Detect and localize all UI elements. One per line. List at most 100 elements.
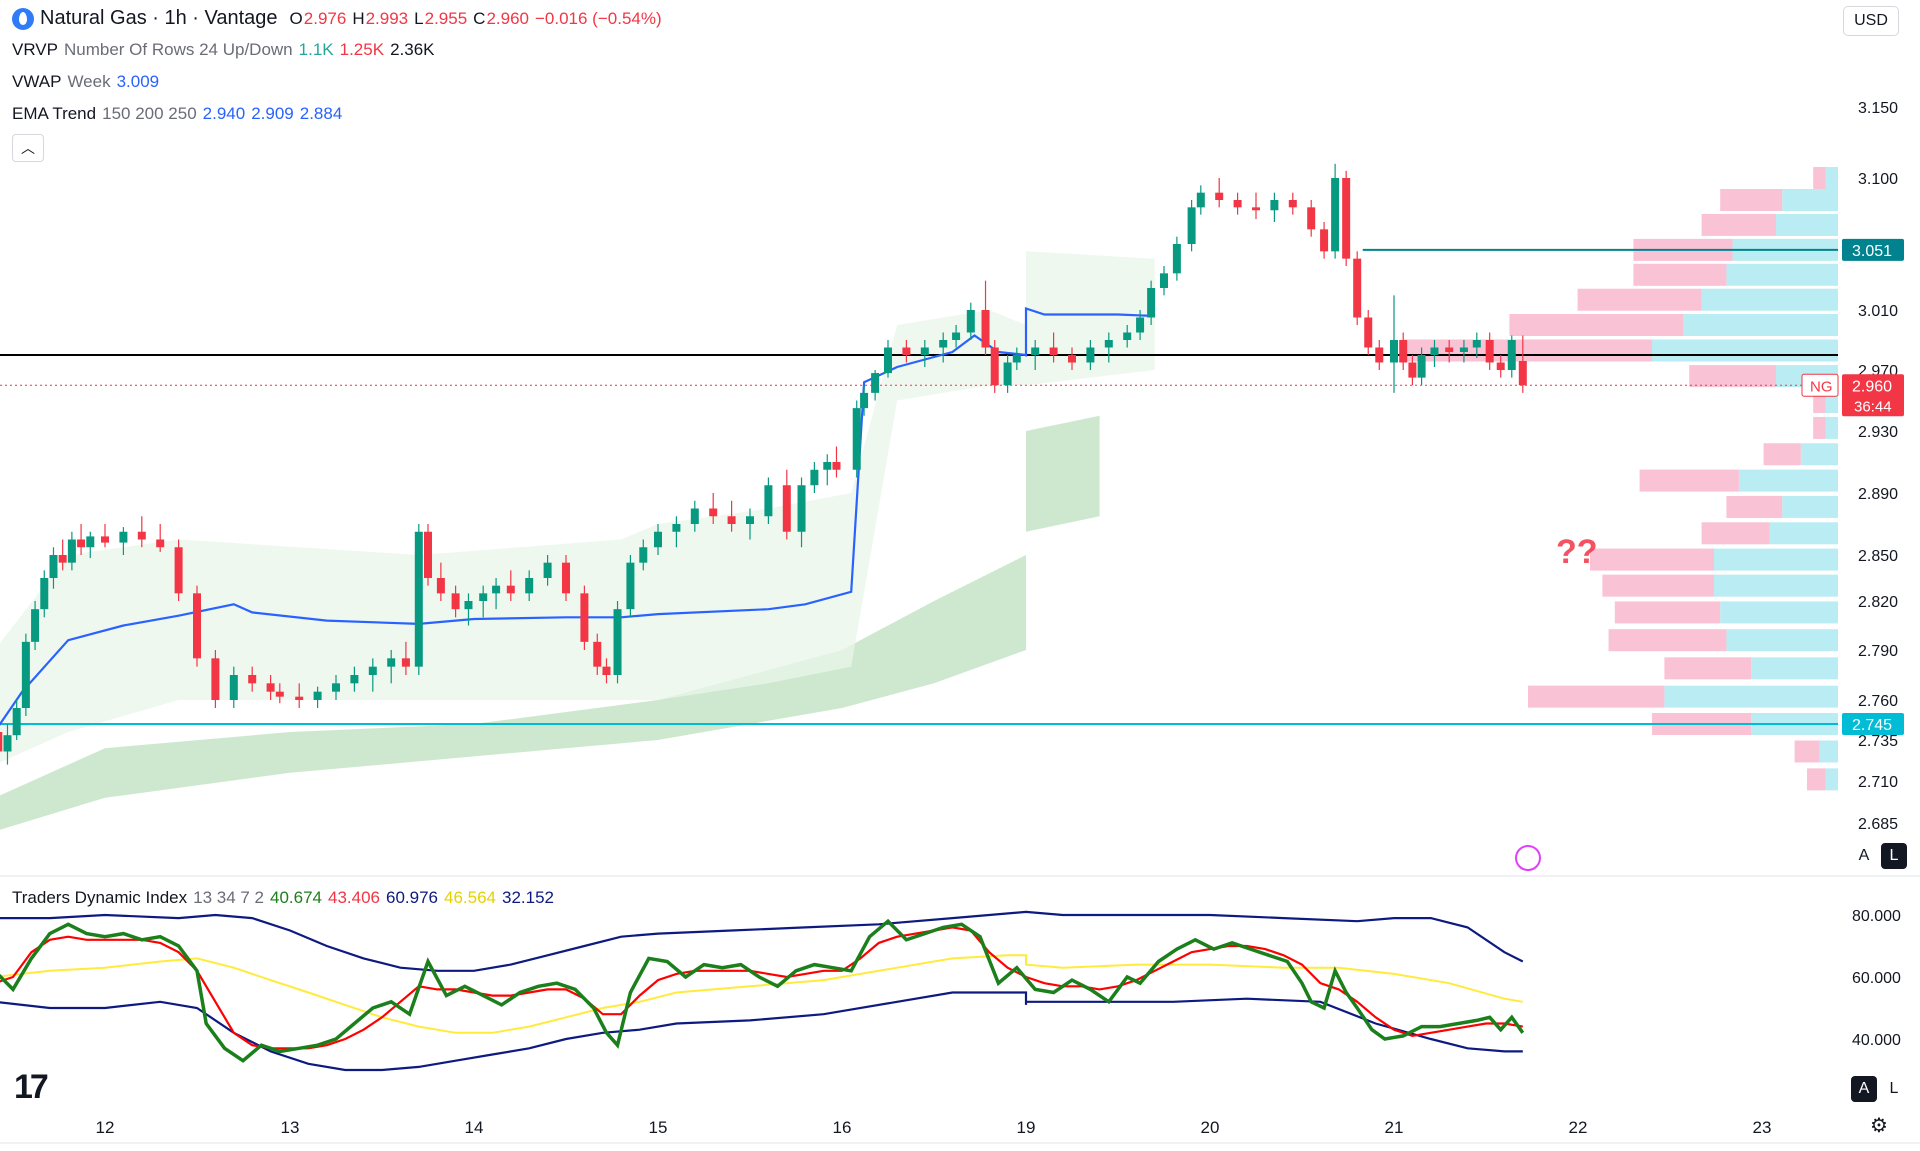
candle-body bbox=[902, 347, 911, 355]
time-axis-label: 22 bbox=[1569, 1118, 1588, 1137]
candle-body bbox=[1270, 200, 1279, 211]
volume-profile-up-bar bbox=[1825, 416, 1838, 439]
vwap-legend[interactable]: VWAP Week 3.009 bbox=[12, 72, 159, 92]
candle-body bbox=[313, 691, 322, 700]
volume-profile-down-bar bbox=[1807, 768, 1826, 791]
volume-profile-down-bar bbox=[1726, 495, 1783, 518]
candle-body bbox=[295, 696, 304, 700]
candle-body bbox=[1252, 207, 1260, 211]
candle-body bbox=[1518, 361, 1527, 386]
vrvp-up: 1.1K bbox=[298, 40, 334, 59]
currency-selector[interactable]: USD bbox=[1843, 6, 1899, 36]
candle-body bbox=[746, 516, 754, 524]
auto-scale-button-main[interactable]: A bbox=[1851, 843, 1877, 869]
candle-body bbox=[1012, 355, 1021, 363]
tdi-params: 13 34 7 2 bbox=[193, 888, 265, 907]
candle-body bbox=[0, 732, 3, 752]
candle-body bbox=[1288, 200, 1297, 208]
volume-profile-up-bar bbox=[1776, 213, 1838, 236]
price-axis-label: 2.685 bbox=[1858, 816, 1898, 833]
candle-body bbox=[436, 578, 445, 594]
candle-body bbox=[1399, 340, 1408, 363]
log-scale-button-main[interactable]: L bbox=[1881, 843, 1907, 869]
candle-body bbox=[639, 547, 648, 563]
volume-profile-up-bar bbox=[1701, 288, 1838, 311]
tdi-legend[interactable]: Traders Dynamic Index 13 34 7 2 40.674 4… bbox=[12, 888, 554, 908]
candle-body bbox=[86, 536, 95, 548]
volume-profile-up-bar bbox=[1652, 339, 1838, 362]
candle-body bbox=[229, 675, 238, 700]
candle-body bbox=[1172, 244, 1181, 274]
candle-body bbox=[1123, 332, 1132, 340]
volume-profile-down-bar bbox=[1404, 339, 1652, 362]
price-axis-label: 2.820 bbox=[1858, 594, 1898, 611]
candle-body bbox=[21, 641, 30, 708]
candle-body bbox=[31, 609, 40, 642]
tdi-value-5: 32.152 bbox=[502, 888, 555, 907]
candle-body bbox=[690, 508, 699, 524]
tdi-value-3: 60.976 bbox=[386, 888, 439, 907]
close-value: 2.960 bbox=[486, 8, 529, 28]
price-axis-label: 2.735 bbox=[1858, 733, 1898, 750]
price-axis-label: 3.100 bbox=[1858, 171, 1898, 188]
auto-scale-button-tdi[interactable]: A bbox=[1851, 1076, 1877, 1102]
volume-profile-up-bar bbox=[1726, 263, 1838, 286]
symbol-legend: Natural Gas · 1h · Vantage O 2.976 H 2.993… bbox=[12, 7, 662, 30]
candle-body bbox=[562, 562, 570, 594]
vrvp-name: VRVP bbox=[12, 40, 58, 59]
volume-profile-down-bar bbox=[1509, 314, 1683, 336]
candle-body bbox=[981, 310, 990, 348]
candle-body bbox=[266, 683, 275, 692]
candle-body bbox=[593, 641, 602, 667]
candle-body bbox=[952, 332, 961, 340]
volume-profile-down-bar bbox=[1763, 443, 1801, 466]
symbol-tag-box bbox=[1801, 373, 1839, 397]
volume-profile-down-bar bbox=[1614, 601, 1721, 624]
candle-body bbox=[1472, 340, 1481, 348]
candle-body bbox=[860, 392, 869, 409]
lightning-icon bbox=[1515, 845, 1541, 871]
time-axis-label: 19 bbox=[1017, 1118, 1036, 1137]
ema-legend[interactable]: EMA Trend 150 200 250 2.940 2.909 2.884 bbox=[12, 104, 342, 124]
candle-body bbox=[1375, 347, 1384, 363]
high-value: 2.993 bbox=[365, 8, 409, 28]
tdi-line-lower-band bbox=[0, 991, 1523, 1072]
price-tag-box bbox=[1842, 374, 1904, 417]
vrvp-legend[interactable]: VRVP Number Of Rows 24 Up/Down 1.1K 1.25… bbox=[12, 40, 435, 60]
symbol-title[interactable]: Natural Gas · 1h · Vantage bbox=[40, 7, 278, 29]
candle-body bbox=[1104, 340, 1113, 348]
candle-body bbox=[1160, 273, 1168, 288]
tradingview-logo[interactable]: 17 bbox=[14, 1068, 49, 1106]
price-tag-label: 3.051 bbox=[1852, 243, 1892, 260]
price-axis-label: 2.790 bbox=[1858, 643, 1898, 660]
volume-profile-up-bar bbox=[1751, 657, 1838, 680]
vrvp-down: 1.25K bbox=[339, 40, 385, 59]
gear-icon[interactable]: ⚙ bbox=[1870, 1114, 1888, 1137]
candle-body bbox=[1031, 347, 1040, 355]
candle-body bbox=[101, 536, 109, 543]
volume-profile-down-bar bbox=[1720, 189, 1783, 211]
candle-body bbox=[1417, 355, 1426, 378]
vwap-params: Week bbox=[67, 72, 111, 91]
price-tag-countdown: 36:44 bbox=[1854, 398, 1892, 415]
candle-body bbox=[77, 539, 86, 548]
price-axis-label: 2.710 bbox=[1858, 774, 1898, 791]
time-axis-label: 16 bbox=[833, 1118, 852, 1137]
candle-body bbox=[654, 531, 662, 548]
candle-body bbox=[332, 683, 340, 692]
change-value: −0.016 (−0.54%) bbox=[534, 8, 662, 28]
log-scale-button-tdi[interactable]: L bbox=[1881, 1076, 1907, 1102]
collapse-legend-button[interactable]: ︿ bbox=[12, 134, 44, 162]
price-axis-label: 3.010 bbox=[1858, 303, 1898, 320]
volume-profile-down-bar bbox=[1701, 522, 1770, 545]
vwap-value: 3.009 bbox=[116, 72, 160, 91]
price-axis-label: 2.850 bbox=[1858, 548, 1898, 565]
candle-body bbox=[1187, 207, 1196, 244]
volume-profile-down-bar bbox=[1701, 213, 1776, 236]
volume-profile-down-bar bbox=[1689, 365, 1776, 388]
volume-profile-up-bar bbox=[1714, 574, 1838, 597]
candle-body bbox=[797, 485, 806, 532]
volume-profile-down-bar bbox=[1577, 288, 1702, 311]
candle-body bbox=[414, 531, 423, 667]
